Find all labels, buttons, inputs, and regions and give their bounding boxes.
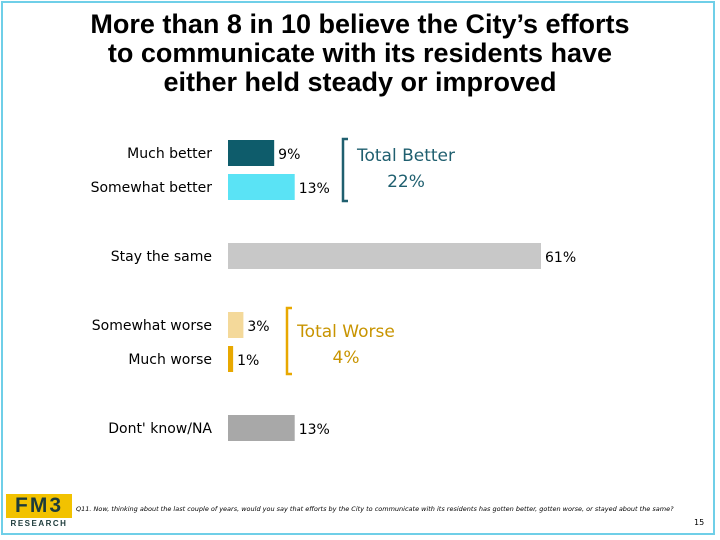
category-label-somewhat-better: Somewhat better: [91, 180, 213, 196]
annotation-value-total-better: 22%: [387, 172, 425, 192]
bar-dont-know-na: [228, 415, 295, 441]
annotations-layer: Total Better 22% Total Worse 4%: [285, 137, 455, 376]
bar-somewhat-worse: [228, 312, 244, 338]
bar-much-worse: [228, 346, 234, 372]
bracket-total-better: [341, 137, 348, 203]
annotation-label-total-better: Total Better: [356, 146, 455, 166]
value-label-much-worse: 1%: [237, 353, 259, 369]
category-label-stay-the-same: Stay the same: [111, 249, 212, 265]
bars-layer: Much better 9% Somewhat better 13% Stay the …: [91, 140, 576, 441]
bar-stay-the-same: [228, 243, 541, 269]
value-label-much-better: 9%: [278, 147, 300, 163]
bracket-total-worse: [285, 306, 292, 376]
title-line-2: to communicate with its residents have: [107, 38, 613, 68]
title-line-3: either held steady or improved: [163, 67, 557, 97]
value-label-dont-know-na: 13%: [299, 422, 330, 438]
bar-much-better: [228, 140, 275, 166]
value-label-somewhat-better: 13%: [299, 181, 330, 197]
logo-sub: RESEARCH: [10, 519, 68, 528]
bar-somewhat-better: [228, 174, 295, 200]
slide-title: More than 8 in 10 believe the City’s eff…: [20, 10, 700, 97]
title-line-1: More than 8 in 10 believe the City’s eff…: [90, 9, 630, 39]
question-footnote: Q11. Now, thinking about the last couple…: [76, 505, 674, 513]
logo-main: FM3: [6, 494, 72, 518]
category-label-much-worse: Much worse: [128, 352, 212, 368]
fm3-logo: FM3 RESEARCH: [6, 494, 72, 534]
annotation-value-total-worse: 4%: [333, 348, 360, 368]
page-number: 15: [694, 518, 705, 527]
category-label-dont-know-na: Dont' know/NA: [108, 421, 212, 437]
category-label-much-better: Much better: [127, 146, 212, 162]
value-label-stay-the-same: 61%: [545, 250, 576, 266]
annotation-label-total-worse: Total Worse: [296, 322, 395, 342]
category-label-somewhat-worse: Somewhat worse: [92, 318, 212, 334]
value-label-somewhat-worse: 3%: [247, 319, 269, 335]
